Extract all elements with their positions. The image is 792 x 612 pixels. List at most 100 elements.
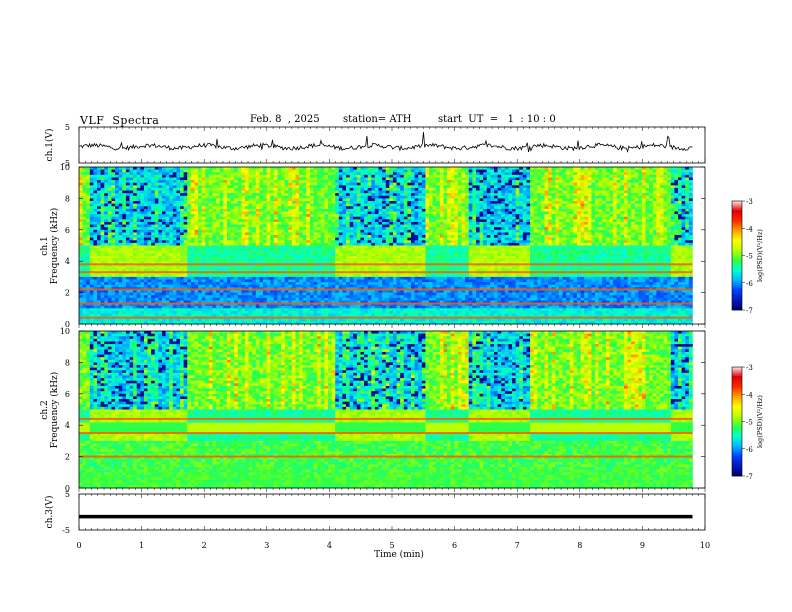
spectrogram-cell xyxy=(357,219,361,222)
spectrogram-cell xyxy=(245,243,249,246)
spectrogram-cell xyxy=(86,280,90,283)
spectrogram-cell xyxy=(281,293,285,296)
spectrogram-cell xyxy=(216,259,220,262)
spectrogram-cell xyxy=(180,217,184,220)
spectrogram-cell xyxy=(155,256,159,259)
spectrogram-cell xyxy=(310,259,314,262)
spectrogram-cell xyxy=(209,256,213,259)
spectrogram-cell xyxy=(148,211,152,214)
spectrogram-cell xyxy=(252,232,256,235)
spectrogram-cell xyxy=(86,201,90,204)
spectrogram-cell xyxy=(321,238,325,241)
spectrogram-cell xyxy=(328,243,332,246)
spectrogram-cell xyxy=(86,256,90,259)
spectrogram-cell xyxy=(314,259,318,262)
spectrogram-cell xyxy=(187,172,191,175)
spectrogram-cell xyxy=(299,201,303,204)
spectrogram-cell xyxy=(292,227,296,230)
spectrogram-cell xyxy=(350,204,354,207)
spectrogram-cell xyxy=(299,314,303,317)
spectrogram-cell xyxy=(158,253,162,256)
spectrogram-cell xyxy=(169,277,173,280)
spectrogram-cell xyxy=(357,183,361,186)
spectrogram-cell xyxy=(104,295,108,298)
spectrogram-cell xyxy=(137,206,141,209)
spectrogram-cell xyxy=(270,256,274,259)
spectrogram-cell xyxy=(324,219,328,222)
spectrogram-cell xyxy=(202,238,206,241)
spectrogram-cell xyxy=(360,209,364,212)
spectrogram-cell xyxy=(270,225,274,228)
spectrogram-cell xyxy=(339,238,343,241)
spectrogram-cell xyxy=(155,214,159,217)
spectrogram-cell xyxy=(346,172,350,175)
spectrogram-cell xyxy=(249,298,253,301)
spectrogram-cell xyxy=(180,298,184,301)
spectrogram-cell xyxy=(144,185,148,188)
spectrogram-cell xyxy=(364,201,368,204)
spectrogram-cell xyxy=(111,274,115,277)
spectrogram-cell xyxy=(231,172,235,175)
spectrogram-cell xyxy=(335,235,339,238)
spectrogram-cell xyxy=(281,185,285,188)
spectrogram-cell xyxy=(148,225,152,228)
spectrogram-cell xyxy=(79,222,83,225)
spectrogram-cell xyxy=(166,206,170,209)
spectrogram-cell xyxy=(130,274,134,277)
spectrogram-cell xyxy=(180,230,184,233)
spectrogram-cell xyxy=(130,243,134,246)
spectrogram-cell xyxy=(324,209,328,212)
spectrogram-cell xyxy=(169,185,173,188)
spectrogram-cell xyxy=(346,285,350,288)
spectrogram-cell xyxy=(119,222,123,225)
spectrogram-cell xyxy=(86,308,90,311)
spectrogram-cell xyxy=(332,177,336,180)
spectrogram-cell xyxy=(288,183,292,186)
spectrogram-cell xyxy=(220,256,224,259)
spectrogram-cell xyxy=(360,227,364,230)
spectrogram-cell xyxy=(155,235,159,238)
spectrogram-cell xyxy=(241,167,245,170)
spectrogram-cell xyxy=(270,251,274,254)
spectrogram-cell xyxy=(93,243,97,246)
spectrogram-cell xyxy=(256,183,260,186)
spectrogram-cell xyxy=(83,217,87,220)
spectrogram-cell xyxy=(187,183,191,186)
spectrogram-cell xyxy=(205,314,209,317)
spectrogram-cell xyxy=(277,180,281,183)
spectrogram-cell xyxy=(187,285,191,288)
spectrogram-cell xyxy=(209,240,213,243)
spectrogram-cell xyxy=(101,232,105,235)
spectrogram-cell xyxy=(252,175,256,178)
spectrogram-cell xyxy=(259,177,263,180)
spectrogram-cell xyxy=(158,298,162,301)
spectrogram-cell xyxy=(281,211,285,214)
spectrogram-cell xyxy=(162,253,166,256)
spectrogram-cell xyxy=(303,232,307,235)
spectrogram-cell xyxy=(339,285,343,288)
spectrogram-cell xyxy=(303,180,307,183)
spectrogram-cell xyxy=(101,185,105,188)
spectrogram-cell xyxy=(267,238,271,241)
spectrogram-cell xyxy=(133,285,137,288)
spectrogram-cell xyxy=(357,193,361,196)
spectrogram-cell xyxy=(252,219,256,222)
spectrogram-cell xyxy=(122,280,126,283)
spectrogram-cell xyxy=(299,256,303,259)
spectrogram-cell xyxy=(267,214,271,217)
spectrogram-cell xyxy=(83,225,87,228)
spectrogram-cell xyxy=(231,170,235,173)
spectrogram-cell xyxy=(126,280,130,283)
spectrogram-cell xyxy=(317,235,321,238)
spectrogram-cell xyxy=(267,172,271,175)
spectrogram-cell xyxy=(314,185,318,188)
spectrogram-cell xyxy=(299,225,303,228)
spectrogram-cell xyxy=(277,256,281,259)
spectrogram-cell xyxy=(173,201,177,204)
spectrogram-cell xyxy=(223,308,227,311)
spectrogram-cell xyxy=(357,259,361,262)
spectrogram-cell xyxy=(288,235,292,238)
spectrogram-cell xyxy=(292,285,296,288)
spectrogram-cell xyxy=(90,246,94,249)
spectrogram-cell xyxy=(122,198,126,201)
